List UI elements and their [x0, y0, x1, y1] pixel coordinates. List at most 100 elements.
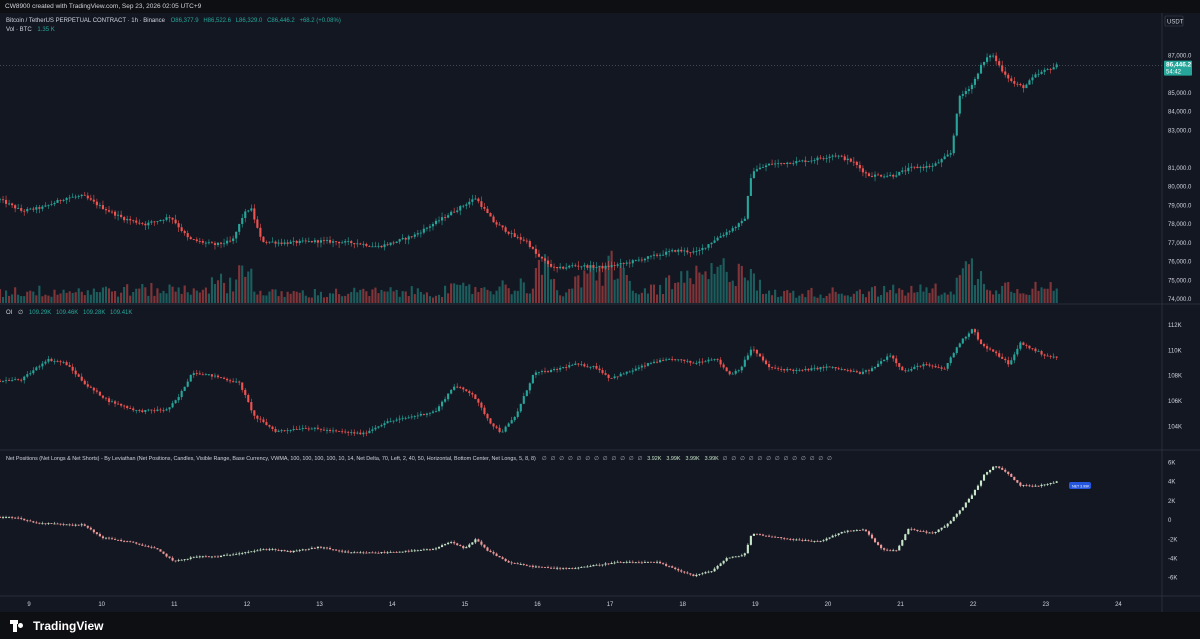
price-tick-label: 74,000.0	[1168, 297, 1192, 303]
price-candle	[322, 240, 326, 242]
np-candle	[259, 549, 262, 551]
np-candle	[1001, 467, 1004, 470]
volume-bar	[698, 272, 701, 303]
np-candle	[640, 562, 643, 564]
np-candle	[719, 563, 722, 566]
oi-candle	[23, 376, 26, 381]
volume-bar	[310, 297, 313, 303]
price-candle	[216, 242, 220, 245]
volume-bar	[713, 273, 716, 303]
oi-candle	[616, 376, 619, 378]
oi-candle	[362, 432, 365, 435]
np-candle	[256, 550, 259, 552]
volume-bar	[232, 291, 235, 303]
volume-bar	[1031, 288, 1034, 303]
price-candle	[867, 173, 871, 177]
volume-bar	[365, 291, 368, 303]
symbol-legend[interactable]: Bitcoin / TetherUS PERPETUAL CONTRACT · …	[6, 18, 341, 24]
oi-candle	[907, 370, 910, 372]
np-candle	[537, 566, 541, 568]
volume-bar	[943, 292, 946, 303]
volume-bar	[174, 291, 177, 303]
price-candle	[477, 198, 480, 202]
np-null-icon: ∅	[731, 456, 736, 462]
volume-bar	[786, 290, 789, 303]
volume-legend[interactable]: Vol · BTC 1.35 K	[6, 27, 55, 33]
oi-candle	[365, 432, 368, 434]
volume-bar	[870, 287, 874, 303]
np-candle	[677, 569, 680, 571]
price-candle	[637, 259, 640, 261]
volume-bar	[737, 263, 740, 303]
price-candle	[771, 163, 774, 165]
price-candle	[89, 198, 92, 200]
oi-candle	[777, 368, 780, 370]
volume-bar	[689, 278, 692, 303]
volume-bar	[704, 271, 707, 303]
oi-value-close: 109.41K	[110, 310, 132, 316]
volume-bar	[837, 293, 840, 303]
oi-candle	[1037, 351, 1040, 352]
price-candle	[571, 265, 574, 267]
price-candle	[362, 243, 365, 245]
oi-legend[interactable]: OI ∅ 109.29K 109.46K 109.28K 109.41K	[6, 309, 132, 316]
price-candle	[495, 222, 498, 225]
price-candle	[11, 203, 14, 206]
price-candle	[301, 240, 304, 242]
oi-candle	[171, 403, 174, 408]
oi-candle	[937, 367, 940, 369]
volume-bar	[619, 265, 622, 303]
oi-value-high: 109.46K	[56, 310, 78, 316]
oi-candle	[761, 356, 765, 361]
np-candle	[743, 553, 746, 556]
np-null-icon: ∅	[775, 456, 780, 462]
np-candle	[692, 574, 695, 577]
oi-candle	[129, 408, 132, 409]
np-candle	[156, 548, 159, 550]
oi-candle	[549, 370, 553, 373]
net-positions-legend[interactable]: Net Positions (Net Longs & Net Shorts) -…	[6, 456, 536, 462]
oi-candle	[241, 382, 244, 390]
np-candle	[380, 552, 383, 554]
price-candle	[350, 241, 353, 244]
np-candle	[867, 531, 871, 535]
oi-candle	[513, 417, 516, 421]
np-candle	[101, 536, 105, 539]
volume-bar	[483, 287, 486, 303]
volume-bar	[274, 289, 277, 303]
time-tick-label: 22	[970, 602, 977, 608]
price-candle	[543, 258, 547, 261]
np-candle	[689, 573, 692, 575]
np-candle	[422, 549, 425, 551]
created-text: CW8900 created with TradingView.com, Sep…	[5, 3, 202, 10]
oi-candle	[353, 432, 356, 434]
price-candle	[713, 240, 716, 243]
np-candle	[861, 529, 864, 531]
chart-area[interactable]: 87,000.085,000.084,000.083,000.081,000.0…	[0, 13, 1200, 612]
oi-candle	[649, 362, 653, 364]
volume-bar	[437, 294, 441, 303]
oi-value-low: 109.28K	[83, 310, 105, 316]
np-candle	[440, 545, 444, 548]
oi-candle	[755, 349, 759, 354]
price-candle	[50, 204, 53, 205]
volume-bar	[62, 289, 65, 303]
oi-candle	[780, 368, 783, 370]
price-candle	[810, 160, 813, 162]
price-candle	[256, 219, 259, 228]
price-candle	[728, 231, 731, 233]
currency-button[interactable]	[1164, 15, 1184, 27]
volume-bar	[985, 289, 989, 303]
oi-candle	[477, 399, 480, 403]
np-candle	[280, 550, 283, 551]
price-candle	[816, 157, 819, 161]
volume-bar	[495, 290, 498, 303]
np-candle	[335, 549, 338, 551]
np-candle	[586, 566, 589, 568]
volume-bar	[701, 274, 704, 303]
oi-candle	[604, 373, 607, 375]
oi-candle	[574, 363, 577, 365]
price-candle	[159, 220, 162, 222]
volume-bar	[165, 293, 168, 303]
oi-candle	[62, 362, 65, 363]
